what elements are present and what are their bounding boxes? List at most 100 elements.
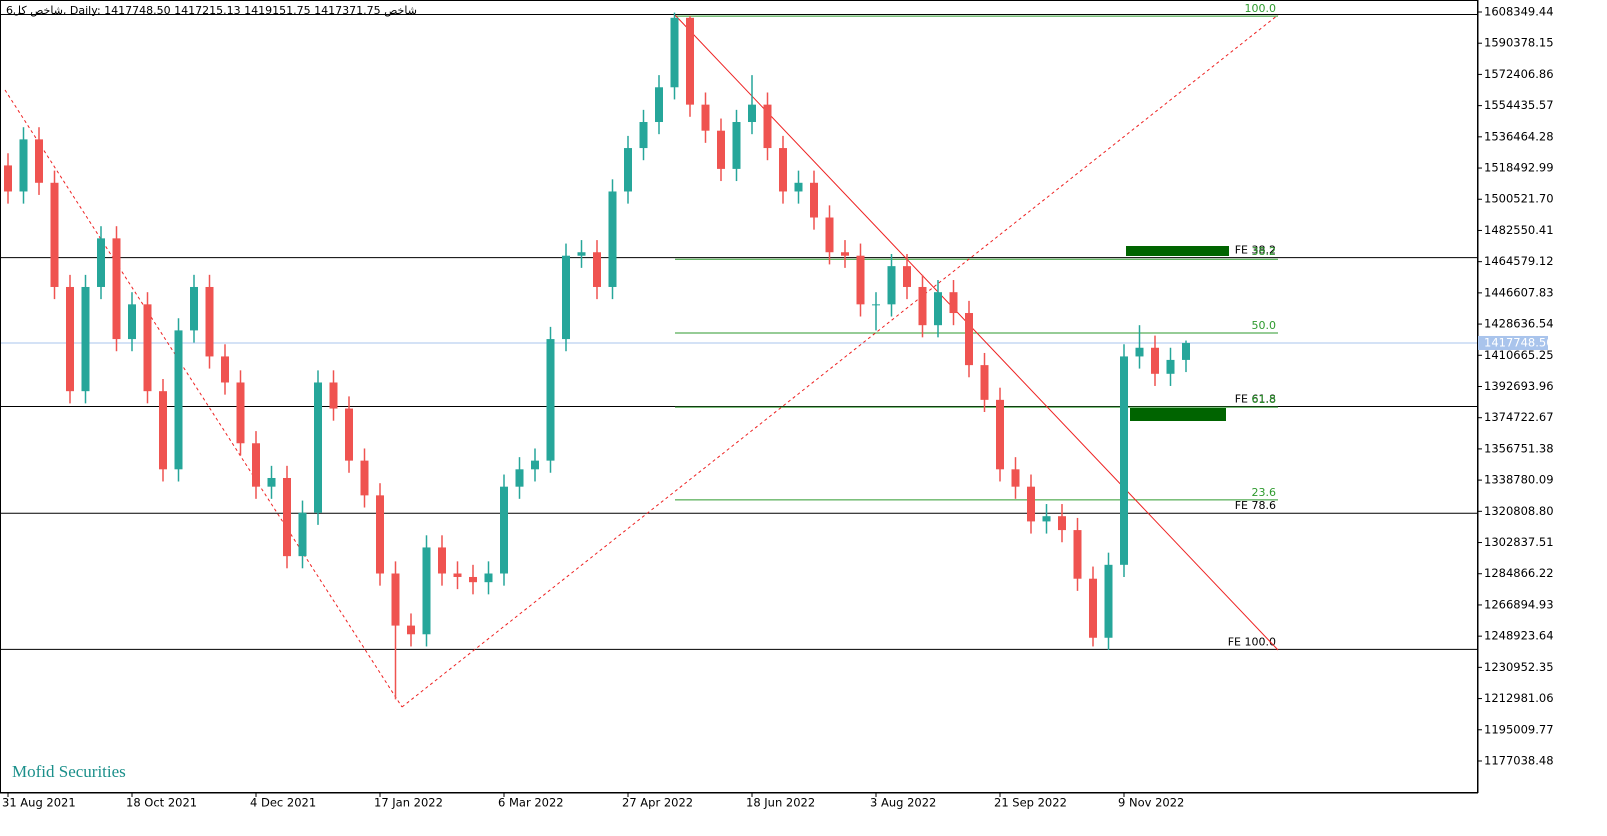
x-tick-label: 31 Aug 2021 — [2, 796, 76, 810]
candle-body — [376, 495, 384, 574]
candle-body — [205, 286, 214, 357]
candle-body — [624, 148, 632, 192]
candle-body — [686, 17, 694, 105]
candle-body — [19, 139, 28, 192]
y-tick-label: 1248923.64 — [1484, 629, 1554, 643]
y-tick-label: 1212981.06 — [1484, 691, 1554, 705]
y-tick-label: 1500521.70 — [1484, 192, 1554, 206]
y-tick-label: 1230952.35 — [1484, 660, 1554, 674]
candle-body — [329, 382, 338, 409]
level-label: FE 100.0 — [1228, 635, 1276, 648]
candle-body — [949, 292, 958, 314]
candle-body — [453, 573, 462, 577]
watermark: Mofid Securities — [12, 762, 126, 781]
candle-body — [965, 313, 973, 366]
candle-body — [1104, 564, 1113, 638]
candle-body — [143, 304, 152, 392]
candle-body — [794, 182, 803, 192]
y-tick-label: 1338780.09 — [1484, 473, 1554, 487]
candle-body — [701, 104, 710, 131]
level-label: FE 78.6 — [1235, 499, 1276, 512]
candle-body — [500, 486, 508, 574]
candle-body — [980, 365, 989, 400]
trend-line — [674, 14, 1279, 651]
candle-body — [903, 266, 911, 287]
y-tick-label: 1572406.86 — [1484, 67, 1554, 81]
zone-box — [1130, 408, 1226, 421]
y-tick-label: 1266894.93 — [1484, 597, 1554, 611]
candle-body — [1166, 359, 1175, 374]
candle-body — [841, 252, 849, 256]
candle-body — [810, 182, 818, 218]
candle-body — [236, 382, 245, 444]
y-tick-label: 1195009.77 — [1484, 722, 1554, 736]
fib-label: 38.2 — [1252, 245, 1277, 258]
candle-body — [407, 625, 415, 635]
candle-body — [1135, 347, 1144, 357]
zone-box — [1126, 246, 1229, 256]
y-tick-label: 1536464.28 — [1484, 129, 1554, 143]
x-tick-label: 6 Mar 2022 — [498, 796, 564, 810]
fib-label: 100.0 — [1245, 2, 1277, 15]
candle-body — [35, 139, 43, 183]
x-tick-label: 18 Jun 2022 — [746, 796, 815, 810]
candle-body — [221, 356, 229, 383]
level-label: FE 61.8 — [1235, 392, 1276, 405]
candle-body — [422, 547, 431, 635]
candle-body — [469, 576, 477, 583]
candle-body — [484, 573, 493, 583]
y-tick-label: 1446607.83 — [1484, 285, 1554, 299]
candle-body — [779, 148, 787, 192]
candle-body — [159, 391, 167, 470]
candle-body — [438, 547, 446, 574]
candle-body — [252, 443, 260, 487]
y-tick-label: 1302837.51 — [1484, 535, 1554, 549]
y-tick-label: 1356751.38 — [1484, 441, 1554, 455]
y-tick-label: 1554435.57 — [1484, 98, 1554, 112]
y-tick-label: 1410665.25 — [1484, 348, 1554, 362]
chart-title: شاخص کل6, Daily: 1417748.50 1417215.13 1… — [6, 4, 417, 17]
candle-body — [562, 255, 570, 340]
candle-body — [748, 104, 756, 123]
fib-fan-line — [4, 89, 403, 708]
candle-body — [360, 460, 369, 496]
candle-body — [4, 165, 12, 192]
y-tick-label: 1374722.67 — [1484, 410, 1554, 424]
x-tick-label: 27 Apr 2022 — [622, 796, 693, 810]
candle-body — [670, 17, 679, 88]
candle-body — [1027, 486, 1035, 522]
candle-body — [996, 399, 1004, 470]
candle-body — [918, 286, 927, 326]
candle-body — [1089, 578, 1097, 638]
candle-body — [856, 255, 865, 305]
candle-body — [546, 339, 555, 461]
candle-body — [1011, 469, 1020, 487]
candle-body — [174, 330, 183, 470]
y-tick-label: 1284866.22 — [1484, 566, 1554, 580]
candle-body — [345, 408, 353, 461]
candle-body — [314, 382, 322, 513]
candle-body — [639, 122, 648, 149]
candle-body — [887, 266, 896, 305]
candle-body — [593, 252, 601, 287]
candle-body — [608, 191, 617, 287]
y-tick-label: 1428636.54 — [1484, 317, 1554, 331]
x-tick-label: 21 Sep 2022 — [994, 796, 1067, 810]
candle-body — [1182, 342, 1190, 360]
y-tick-label: 1482550.41 — [1484, 223, 1554, 237]
candle-body — [872, 304, 880, 306]
candle-body — [934, 292, 942, 326]
candle-body — [1073, 530, 1082, 579]
candle-body — [655, 87, 663, 123]
x-tick-label: 17 Jan 2022 — [374, 796, 443, 810]
candle-body — [763, 104, 772, 149]
level-label: FE 38.2 — [1235, 244, 1276, 257]
candle-body — [732, 122, 741, 169]
last-price-box — [1478, 335, 1548, 350]
candle-body — [50, 182, 59, 287]
candle-body — [1120, 356, 1128, 565]
candle-body — [283, 477, 291, 557]
plot-frame — [0, 0, 1478, 793]
